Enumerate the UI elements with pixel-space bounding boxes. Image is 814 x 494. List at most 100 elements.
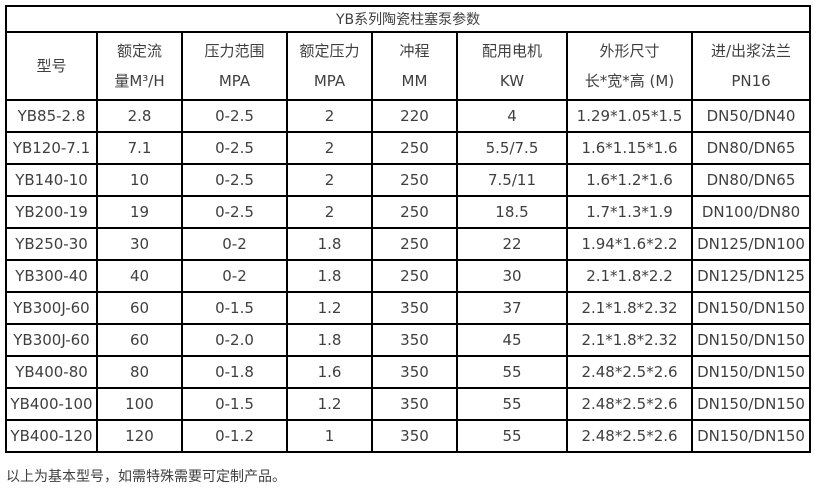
table-cell-pressure-range: 0-1.5 xyxy=(181,387,288,421)
table-cell-pressure-range: 0-1.5 xyxy=(181,291,288,325)
table-cell-flange: DN80/DN65 xyxy=(690,131,812,165)
table-cell-rated-flow: 40 xyxy=(96,259,183,293)
column-header-dimensions: 外形尺寸 长*宽*高 (M) xyxy=(566,31,693,101)
table-row: YB300J-60 60 0-1.5 1.2 350 37 2.1*1.8*2.32 DN15… xyxy=(5,291,812,325)
table-row: YB300-40 40 0-2 1.8 250 30 2.1*1.8*2.2 DN125/DN… xyxy=(5,259,812,293)
table-cell-model: YB250-30 xyxy=(5,227,98,261)
column-header-line1: 压力范围 xyxy=(204,42,265,60)
table-cell-motor-power: 4 xyxy=(456,99,568,133)
table-cell-rated-pressure: 1.2 xyxy=(286,291,373,325)
table-cell-model: YB85-2.8 xyxy=(5,99,98,133)
table-cell-rated-pressure: 1 xyxy=(286,419,373,453)
table-cell-rated-pressure: 1.8 xyxy=(286,227,373,261)
table-cell-pressure-range: 0-2.0 xyxy=(181,323,288,357)
table-cell-flange: DN50/DN40 xyxy=(690,99,812,133)
column-header-rated-pressure: 额定压力 MPA xyxy=(286,31,373,101)
table-cell-model: YB300-40 xyxy=(5,259,98,293)
spec-table-container: YB系列陶瓷柱塞泵参数 型号 额定流 量M³/H 压力范围 MPA 额定压力 MPA 冲程 MM… xyxy=(4,5,812,453)
table-cell-motor-power: 30 xyxy=(456,259,568,293)
table-title-row: YB系列陶瓷柱塞泵参数 xyxy=(4,5,812,33)
table-cell-flange: DN150/DN150 xyxy=(690,355,812,389)
table-cell-rated-flow: 80 xyxy=(96,355,183,389)
table-cell-model: YB300J-60 xyxy=(5,291,98,325)
footer-note: 以上为基本型号，如需特殊需要可定制产品。 xyxy=(6,469,286,485)
table-cell-stroke: 350 xyxy=(371,323,458,357)
table-cell-rated-pressure: 2 xyxy=(286,163,373,197)
table-cell-pressure-range: 0-2 xyxy=(181,227,288,261)
table-cell-rated-flow: 120 xyxy=(96,419,183,453)
column-header-stroke: 冲程 MM xyxy=(371,31,458,101)
table-cell-rated-pressure: 1.8 xyxy=(286,323,373,357)
table-cell-flange: DN125/DN100 xyxy=(690,227,812,261)
table-cell-rated-pressure: 2 xyxy=(286,195,373,229)
table-cell-flange: DN150/DN150 xyxy=(690,291,812,325)
spec-table: YB系列陶瓷柱塞泵参数 型号 额定流 量M³/H 压力范围 MPA 额定压力 MPA 冲程 MM… xyxy=(4,5,812,453)
table-cell-motor-power: 18.5 xyxy=(456,195,568,229)
column-header-line2: MPA xyxy=(218,72,251,90)
table-cell-stroke: 250 xyxy=(371,163,458,197)
table-cell-pressure-range: 0-2 xyxy=(181,259,288,293)
table-cell-dimensions: 2.48*2.5*2.6 xyxy=(566,419,693,453)
table-cell-motor-power: 22 xyxy=(456,227,568,261)
table-cell-pressure-range: 0-1.8 xyxy=(181,355,288,389)
table-cell-dimensions: 1.29*1.05*1.5 xyxy=(566,99,693,133)
table-row: YB300J-60 60 0-2.0 1.8 350 45 2.1*1.8*2.32 DN15… xyxy=(5,323,812,357)
column-header-line2: KW xyxy=(499,72,525,90)
table-cell-model: YB120-7.1 xyxy=(5,131,98,165)
table-cell-dimensions: 1.6*1.2*1.6 xyxy=(566,163,693,197)
column-header-line2: MM xyxy=(401,72,428,90)
table-cell-rated-flow: 10 xyxy=(96,163,183,197)
table-cell-pressure-range: 0-2.5 xyxy=(181,163,288,197)
table-cell-flange: DN100/DN80 xyxy=(690,195,812,229)
table-header-row: 型号 额定流 量M³/H 压力范围 MPA 额定压力 MPA 冲程 MM 配用电机 KW 外形尺寸 长*… xyxy=(5,31,812,101)
column-header-line2: 量M³/H xyxy=(114,72,165,90)
table-row: YB400-80 80 0-1.8 1.6 350 55 2.48*2.5*2.6 DN150… xyxy=(5,355,812,389)
table-cell-stroke: 350 xyxy=(371,355,458,389)
table-cell-dimensions: 1.94*1.6*2.2 xyxy=(566,227,693,261)
table-cell-rated-flow: 19 xyxy=(96,195,183,229)
column-header-line2: PN16 xyxy=(731,72,771,90)
table-row: YB140-10 10 0-2.5 2 250 7.5/11 1.6*1.2*1.6 DN80… xyxy=(5,163,812,197)
table-cell-motor-power: 5.5/7.5 xyxy=(456,131,568,165)
table-cell-stroke: 250 xyxy=(371,227,458,261)
column-header-line1: 冲程 xyxy=(399,42,430,60)
table-cell-pressure-range: 0-2.5 xyxy=(181,195,288,229)
table-cell-motor-power: 55 xyxy=(456,355,568,389)
table-row: YB400-100 100 0-1.5 1.2 350 55 2.48*2.5*2.6 DN1… xyxy=(5,387,812,421)
table-cell-rated-pressure: 1.2 xyxy=(286,387,373,421)
table-cell-stroke: 250 xyxy=(371,131,458,165)
column-header-line1: 额定流 xyxy=(116,42,162,60)
table-cell-dimensions: 2.1*1.8*2.2 xyxy=(566,259,693,293)
table-row: YB250-30 30 0-2 1.8 250 22 1.94*1.6*2.2 DN125/D… xyxy=(5,227,812,261)
table-cell-flange: DN150/DN150 xyxy=(690,387,812,421)
table-cell-rated-flow: 60 xyxy=(96,291,183,325)
table-cell-dimensions: 2.1*1.8*2.32 xyxy=(566,291,693,325)
table-row: YB200-19 19 0-2.5 2 250 18.5 1.7*1.3*1.9 DN100/… xyxy=(5,195,812,229)
table-cell-model: YB140-10 xyxy=(5,163,98,197)
column-header-line1: 配用电机 xyxy=(481,42,542,60)
table-cell-dimensions: 1.6*1.15*1.6 xyxy=(566,131,693,165)
table-cell-motor-power: 55 xyxy=(456,419,568,453)
table-cell-model: YB400-80 xyxy=(5,355,98,389)
table-cell-rated-flow: 30 xyxy=(96,227,183,261)
table-title: YB系列陶瓷柱塞泵参数 xyxy=(4,5,812,33)
column-header-motor-power: 配用电机 KW xyxy=(456,31,568,101)
table-cell-flange: DN125/DN125 xyxy=(690,259,812,293)
table-cell-dimensions: 2.48*2.5*2.6 xyxy=(566,387,693,421)
table-cell-flange: DN80/DN65 xyxy=(690,163,812,197)
column-header-line2: 长*宽*高 (M) xyxy=(584,72,675,90)
column-header-line1: 额定压力 xyxy=(299,42,360,60)
table-cell-stroke: 350 xyxy=(371,419,458,453)
table-row: YB120-7.1 7.1 0-2.5 2 250 5.5/7.5 1.6*1.15*1.6… xyxy=(5,131,812,165)
table-cell-rated-pressure: 1.8 xyxy=(286,259,373,293)
table-cell-flange: DN150/DN150 xyxy=(690,419,812,453)
column-header-line2: MPA xyxy=(313,72,346,90)
table-cell-rated-flow: 7.1 xyxy=(96,131,183,165)
table-cell-dimensions: 1.7*1.3*1.9 xyxy=(566,195,693,229)
column-header-pressure-range: 压力范围 MPA xyxy=(181,31,288,101)
table-cell-model: YB300J-60 xyxy=(5,323,98,357)
table-cell-motor-power: 55 xyxy=(456,387,568,421)
column-header-rated-flow: 额定流量M³/H xyxy=(96,31,183,101)
table-cell-stroke: 250 xyxy=(371,259,458,293)
table-cell-pressure-range: 0-1.2 xyxy=(181,419,288,453)
